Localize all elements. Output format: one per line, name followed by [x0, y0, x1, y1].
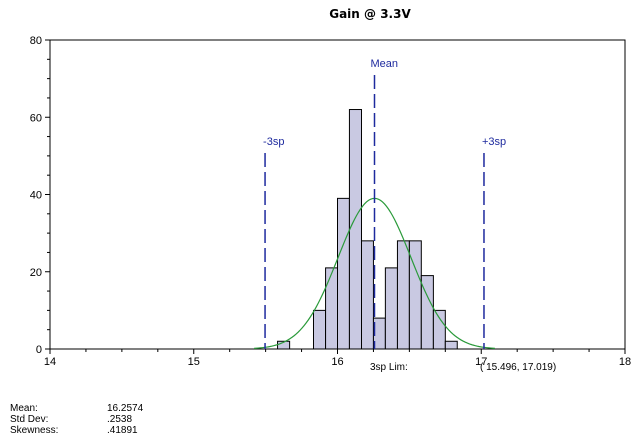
x-tick-label: 17 [475, 356, 487, 368]
histogram-bar [384, 267, 398, 350]
histogram-bar [337, 197, 350, 350]
x-tick-label: 15 [188, 356, 200, 368]
stat-value: 16.2574 [107, 403, 144, 414]
y-tick-label: 20 [30, 267, 42, 279]
marker-label: +3sp [482, 136, 506, 148]
histogram-bar [432, 309, 446, 350]
stats-block: Mean: 16.2574 Std Dev: .2538 Skewness: .41891 [10, 403, 144, 435]
histogram-bars [277, 109, 458, 350]
x-tick-label: 18 [619, 356, 631, 368]
histogram-bar [348, 109, 363, 350]
y-tick-label: 80 [30, 35, 42, 47]
histogram-bar [396, 240, 410, 350]
histogram-bar [361, 240, 374, 350]
limits-label: 3sp Lim: [370, 362, 408, 373]
stat-value: .41891 [107, 425, 138, 435]
chart-title: Gain @ 3.3V [329, 7, 411, 21]
histogram-bar [312, 309, 327, 350]
histogram-bar [444, 340, 458, 350]
stat-label: Skewness: [10, 425, 58, 435]
x-tick-label: 16 [331, 356, 343, 368]
histogram-bar [325, 267, 339, 350]
axes: 14 15 16 17 18 0 20 40 60 80 [30, 35, 631, 368]
stat-label: Std Dev: [10, 414, 48, 425]
marker-label: -3sp [263, 136, 284, 148]
marker-label: Mean [371, 58, 399, 70]
stat-label: Mean: [10, 403, 38, 414]
y-tick-label: 40 [30, 190, 42, 202]
sigma-markers: -3sp Mean +3sp [263, 58, 506, 349]
limits-value: ( 15.496, 17.019) [480, 362, 556, 373]
y-tick-label: 0 [36, 344, 42, 356]
stat-value: .2538 [107, 414, 132, 425]
x-tick-label: 14 [44, 356, 56, 368]
y-tick-label: 60 [30, 112, 42, 124]
